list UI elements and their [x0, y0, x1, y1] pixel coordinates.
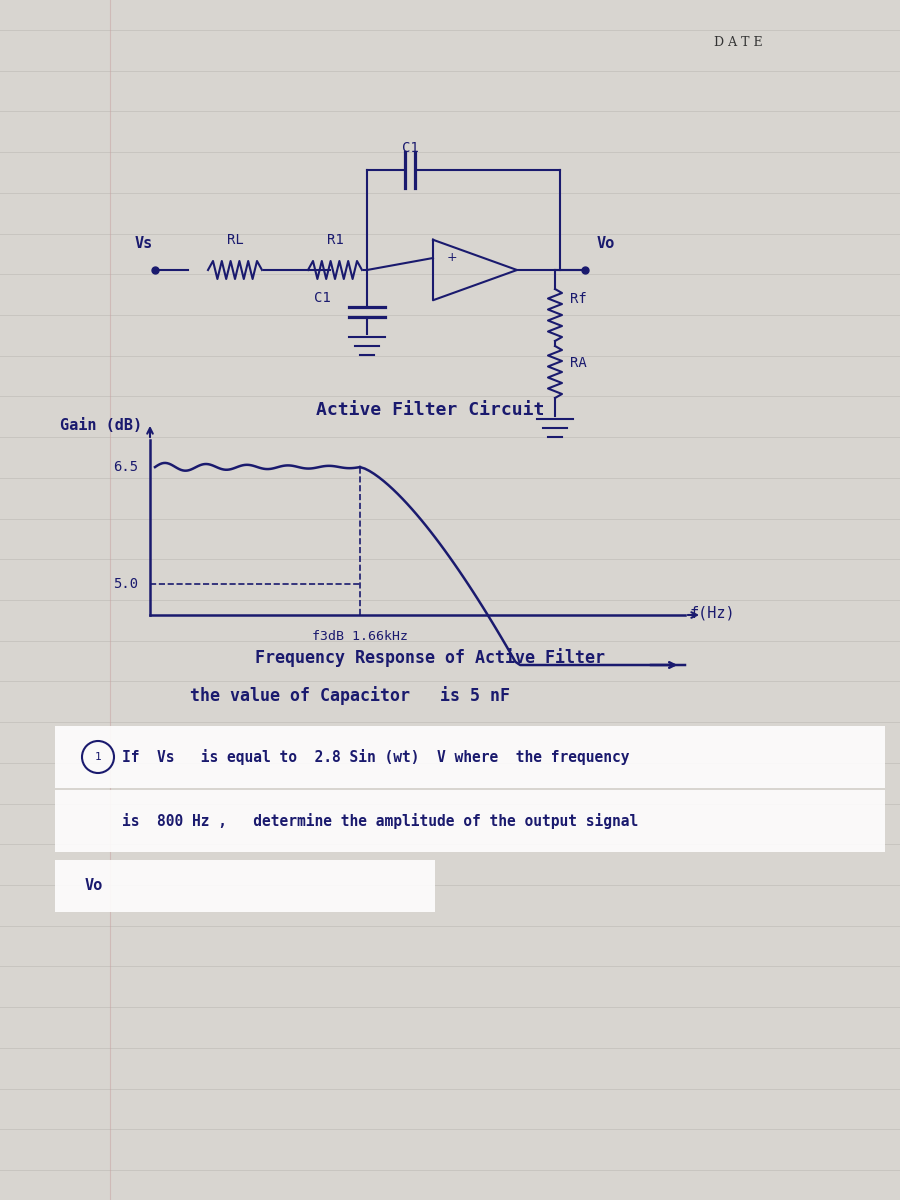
Text: the value of Capacitor   is 5 nF: the value of Capacitor is 5 nF	[190, 686, 510, 706]
Text: f(Hz): f(Hz)	[689, 606, 734, 620]
Text: 1: 1	[94, 752, 102, 762]
Text: If  Vs   is equal to  2.8 Sin (wt)  V where  the frequency: If Vs is equal to 2.8 Sin (wt) V where t…	[122, 749, 629, 766]
Text: C1: C1	[401, 140, 419, 155]
FancyBboxPatch shape	[55, 790, 885, 852]
Text: RL: RL	[227, 233, 243, 247]
Text: 6.5: 6.5	[112, 460, 138, 474]
Text: Vo: Vo	[85, 878, 104, 894]
Text: C1: C1	[313, 290, 330, 305]
Text: Active Filter Circuit: Active Filter Circuit	[316, 401, 544, 419]
Text: Rf: Rf	[570, 292, 587, 306]
Text: +: +	[446, 251, 457, 264]
FancyBboxPatch shape	[55, 726, 885, 788]
Text: R1: R1	[327, 233, 344, 247]
Text: Gain (dB): Gain (dB)	[60, 418, 142, 432]
FancyBboxPatch shape	[55, 860, 435, 912]
Text: Frequency Response of Active Filter: Frequency Response of Active Filter	[255, 648, 605, 667]
Text: Vs: Vs	[135, 236, 153, 251]
Text: D A T E: D A T E	[714, 36, 762, 48]
Text: is  800 Hz ,   determine the amplitude of the output signal: is 800 Hz , determine the amplitude of t…	[122, 814, 638, 829]
Text: 5.0: 5.0	[112, 577, 138, 592]
Text: Vo: Vo	[597, 236, 616, 251]
Text: f3dB 1.66kHz: f3dB 1.66kHz	[312, 630, 408, 643]
Text: RA: RA	[570, 356, 587, 370]
